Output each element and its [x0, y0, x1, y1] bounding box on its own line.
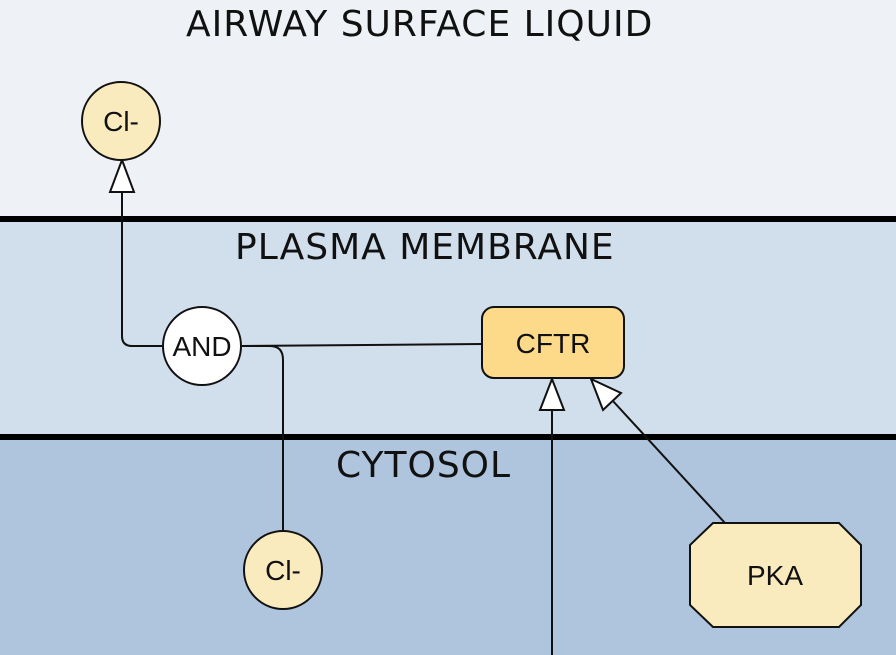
pka-octagon: [689, 522, 862, 628]
cl-top-label: Cl-: [103, 106, 139, 137]
plasma-membrane-compartment: [0, 219, 896, 437]
cftr-label: CFTR: [516, 328, 591, 359]
arrowhead-cftr-bottom: [538, 376, 566, 411]
edge-cftr-to-and: [241, 343, 483, 347]
cl-top-node[interactable]: Cl-: [81, 81, 161, 161]
edge-and-to-cl-top: [121, 192, 162, 347]
cl-top-circle: [81, 81, 161, 161]
and-gate-label: AND: [172, 331, 231, 362]
edge-pka-to-cftr: [611, 399, 726, 524]
cytosol-title: CYTOSOL: [336, 445, 512, 486]
arrowhead-cl-top: [108, 157, 136, 193]
cl-bottom-circle: [243, 530, 323, 610]
and-gate-circle: [162, 306, 242, 386]
plasma-membrane-title: PLASMA MEMBRANE: [235, 227, 615, 268]
and-gate-node[interactable]: AND: [162, 306, 242, 386]
pka-label: PKA: [747, 560, 803, 591]
arrowhead-cftr-pka: [589, 377, 623, 412]
cl-bottom-node[interactable]: Cl-: [243, 530, 323, 610]
airway-surface-liquid-title: AIRWAY SURFACE LIQUID: [186, 4, 654, 45]
pka-node[interactable]: PKA: [689, 522, 862, 628]
edge-cl-bottom-to-and: [242, 345, 284, 530]
cftr-box: [481, 306, 625, 379]
cftr-node[interactable]: CFTR: [481, 306, 625, 379]
cl-bottom-label: Cl-: [265, 555, 301, 586]
